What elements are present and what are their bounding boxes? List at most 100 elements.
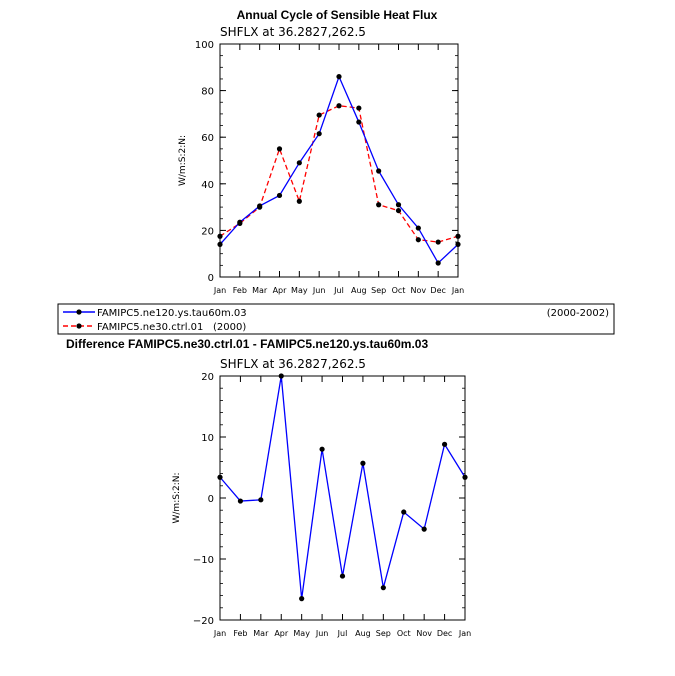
data-point-famipc5-ne120-ys-tau60m-03: [316, 131, 322, 137]
x-tick-label: Jul: [333, 286, 344, 295]
plot-frame: [219, 375, 466, 621]
chart-title: Annual Cycle of Sensible Heat Flux: [237, 8, 438, 22]
y-axis-label: W/m:S:2:N:: [172, 473, 182, 524]
data-point-famipc5-ne30-ctrl-01: [415, 237, 421, 243]
x-tick-label: Jan: [451, 286, 464, 295]
legend-box: [57, 303, 615, 335]
x-tick-label: Aug: [351, 286, 367, 295]
x-tick-label: Jun: [312, 286, 326, 295]
data-point-famipc5-ne120-ys-tau60m-03: [376, 168, 382, 174]
y-tick-label: 20: [201, 372, 214, 383]
data-point-famipc5-ne120-ys-tau60m-03: [415, 225, 421, 231]
data-point-famipc5-ne120-ys-tau60m-03: [435, 260, 441, 266]
data-point-difference: [421, 526, 427, 532]
x-tick-label: Sep: [371, 286, 386, 295]
data-point-famipc5-ne120-ys-tau60m-03: [336, 74, 342, 80]
x-tick-label: Jan: [213, 629, 226, 638]
data-point-famipc5-ne30-ctrl-01: [455, 233, 461, 239]
x-tick-label: Oct: [397, 629, 411, 638]
data-point-difference: [441, 441, 448, 447]
data-point-famipc5-ne30-ctrl-01: [395, 207, 402, 214]
annual-cycle-chart: Annual Cycle of Sensible Heat Flux SHFLX…: [178, 8, 464, 295]
data-point-difference: [401, 509, 407, 515]
series-group: [217, 74, 461, 266]
data-point-famipc5-ne30-ctrl-01: [217, 233, 223, 239]
x-tick-label: Dec: [437, 629, 452, 638]
legend: FAMIPC5.ne120.ys.tau60m.03 (2000-2002) F…: [57, 303, 615, 335]
legend-marker-ne30: [76, 323, 82, 329]
y-tick-labels: 0 20 40 60 80 100: [195, 40, 458, 284]
x-tick-label: Jun: [315, 629, 329, 638]
y-tick-label: −20: [193, 616, 214, 627]
legend-label-ne30: FAMIPC5.ne30.ctrl.01: [97, 322, 203, 333]
series-line-famipc5-ne30-ctrl-01: [219, 105, 459, 243]
x-tick-label: May: [291, 286, 308, 295]
legend-period-ne30: (2000): [213, 322, 246, 333]
data-point-famipc5-ne30-ctrl-01: [356, 105, 362, 111]
data-point-difference: [360, 460, 366, 466]
x-tick-labels: Jan Feb Mar Apr May Jun Jul Aug Sep Oct Nov Dec Jan: [213, 376, 471, 638]
x-tick-label: Mar: [253, 629, 269, 638]
data-point-famipc5-ne120-ys-tau60m-03: [237, 219, 243, 225]
y-tick-labels: −20 −10 0 10 20: [193, 372, 465, 627]
y-tick-label: −10: [193, 555, 214, 566]
y-tick-label: 0: [208, 494, 214, 505]
data-point-difference: [380, 585, 386, 591]
data-point-famipc5-ne120-ys-tau60m-03: [455, 241, 461, 247]
y-tick-label: 100: [195, 40, 214, 51]
data-point-famipc5-ne120-ys-tau60m-03: [395, 202, 402, 208]
difference-title: Difference FAMIPC5.ne30.ctrl.01 - FAMIPC…: [66, 337, 428, 351]
series-group: [217, 373, 468, 602]
x-tick-label: Dec: [430, 286, 445, 295]
data-point-famipc5-ne30-ctrl-01: [435, 239, 441, 245]
data-point-difference: [299, 596, 305, 602]
x-tick-label: Jan: [458, 629, 471, 638]
data-point-difference: [278, 373, 284, 379]
x-tick-label: Feb: [233, 629, 247, 638]
legend-label-ne120: FAMIPC5.ne120.ys.tau60m.03: [97, 308, 247, 319]
data-point-famipc5-ne30-ctrl-01: [276, 146, 283, 152]
data-point-famipc5-ne120-ys-tau60m-03: [217, 241, 223, 247]
data-point-famipc5-ne30-ctrl-01: [336, 103, 342, 109]
x-tick-labels: Jan Feb Mar Apr May Jun Jul Aug Sep Oct Nov Dec Jan: [213, 44, 464, 295]
x-tick-label: Jul: [337, 629, 348, 638]
y-tick-label: 10: [201, 433, 214, 444]
data-point-difference: [319, 446, 325, 452]
data-point-famipc5-ne30-ctrl-01: [376, 202, 382, 208]
legend-marker-ne120: [76, 309, 82, 315]
x-tick-label: Jan: [213, 286, 226, 295]
legend-period-ne120: (2000-2002): [547, 308, 609, 319]
difference-subtitle: SHFLX at 36.2827,262.5: [220, 357, 366, 371]
y-tick-label: 80: [201, 87, 214, 98]
difference-chart: Difference FAMIPC5.ne30.ctrl.01 - FAMIPC…: [66, 337, 471, 638]
data-point-famipc5-ne120-ys-tau60m-03: [296, 160, 302, 166]
y-tick-label: 0: [208, 273, 214, 284]
x-tick-label: May: [293, 629, 310, 638]
data-point-famipc5-ne120-ys-tau60m-03: [257, 203, 263, 209]
x-tick-label: Mar: [252, 286, 268, 295]
y-axis-label: W/m:S:2:N:: [178, 135, 188, 186]
data-point-difference: [258, 497, 264, 503]
x-tick-label: Oct: [392, 286, 406, 295]
x-tick-label: Apr: [274, 629, 289, 638]
chart-subtitle: SHFLX at 36.2827,262.5: [220, 25, 366, 39]
y-tick-label: 60: [201, 133, 214, 144]
x-tick-label: Nov: [416, 629, 432, 638]
data-point-difference: [339, 573, 346, 579]
x-tick-label: Feb: [233, 286, 247, 295]
data-point-difference: [237, 498, 244, 504]
data-point-famipc5-ne120-ys-tau60m-03: [276, 192, 283, 199]
data-point-famipc5-ne30-ctrl-01: [296, 198, 302, 204]
data-point-difference: [217, 474, 223, 480]
data-point-famipc5-ne30-ctrl-01: [316, 112, 322, 118]
x-tick-label: Nov: [411, 286, 427, 295]
series-line-difference: [219, 375, 466, 599]
y-tick-label: 40: [201, 180, 214, 191]
data-point-difference: [462, 474, 468, 480]
y-tick-label: 20: [201, 226, 214, 237]
x-tick-label: Apr: [273, 286, 288, 295]
x-tick-label: Aug: [355, 629, 371, 638]
data-point-famipc5-ne120-ys-tau60m-03: [356, 119, 362, 125]
x-tick-label: Sep: [376, 629, 391, 638]
